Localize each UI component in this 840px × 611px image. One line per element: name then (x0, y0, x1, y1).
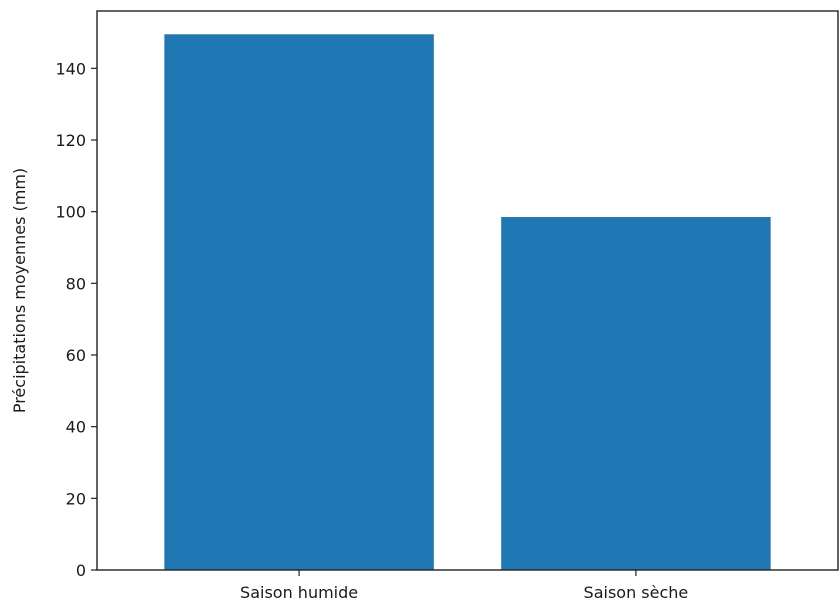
y-tick-label-2: 40 (66, 418, 86, 437)
plot-frame (96, 10, 839, 571)
y-tick-label-4: 80 (66, 274, 86, 293)
y-tick-label-5: 100 (55, 203, 86, 222)
x-tick-label-1: Saison sèche (584, 583, 689, 602)
y-axis-ticks: 0 20 40 60 80 100 120 140 (55, 59, 97, 580)
x-axis-ticks: Saison humide Saison sèche (240, 570, 688, 602)
bar-1 (501, 217, 771, 570)
bars-layer (164, 34, 771, 570)
y-tick-label-1: 20 (66, 489, 86, 508)
x-tick-label-0: Saison humide (240, 583, 358, 602)
y-tick-label-3: 60 (66, 346, 86, 365)
y-tick-label-7: 140 (55, 59, 86, 78)
bar-0 (164, 34, 434, 570)
axes-layer (96, 10, 839, 571)
y-tick-label-0: 0 (76, 561, 86, 580)
y-tick-label-6: 120 (55, 131, 86, 150)
y-axis-label: Précipitations moyennes (mm) (10, 168, 29, 413)
